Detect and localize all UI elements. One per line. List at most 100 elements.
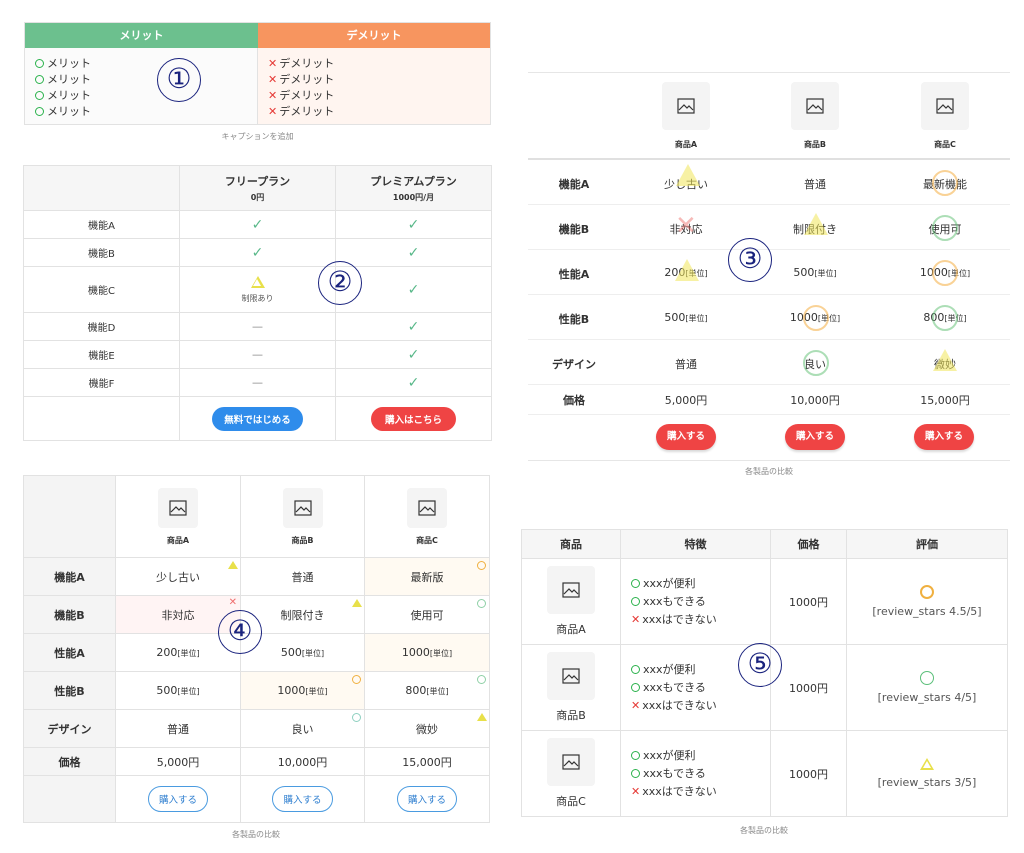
table-caption: 各製品の比較 bbox=[740, 826, 788, 835]
demerit-item: ✕ デメリット bbox=[268, 73, 335, 86]
circle-mark bbox=[803, 350, 829, 376]
section-number-3: ③ bbox=[728, 238, 772, 282]
value-cell: 普通 bbox=[115, 709, 241, 748]
circle-mark bbox=[932, 215, 958, 241]
cross-icon: ✕ bbox=[631, 698, 641, 712]
feature-cell: xxxが便利 xxxもできる ✕ xxxはできない bbox=[620, 558, 771, 645]
circle-mark bbox=[932, 260, 958, 286]
dash-cell: — bbox=[179, 312, 336, 341]
column-header: 評価 bbox=[846, 529, 1008, 559]
triangle-icon bbox=[352, 599, 362, 607]
value-cell: 500[単位] bbox=[115, 671, 241, 710]
row-label: 機能B bbox=[23, 595, 116, 634]
premium-buy-button[interactable]: 購入はこちら bbox=[370, 406, 456, 431]
product-col-a: 商品A bbox=[658, 78, 714, 150]
value-cell: 微妙 bbox=[364, 709, 490, 748]
check-icon: ✓ bbox=[179, 238, 336, 267]
price-cell: 1000円 bbox=[770, 644, 847, 731]
image-placeholder-icon bbox=[547, 738, 595, 786]
demerit-list: ✕ デメリット ✕ デメリット ✕ デメリット ✕ デメリット bbox=[258, 48, 490, 124]
limited-cell: 制限あり bbox=[179, 266, 336, 313]
column-header: 価格 bbox=[770, 529, 847, 559]
plan-header-premium: プレミアムプラン 1000円/月 bbox=[335, 165, 492, 211]
product-col-c: 商品C bbox=[917, 78, 973, 150]
product-cell: 商品A bbox=[521, 558, 621, 645]
product-comparison-table-4: 商品A 商品B 商品C 機能A 少し古い 普通 最新版 機能B 非対応 ✕ 制限付… bbox=[23, 475, 490, 823]
row-label: 機能A bbox=[23, 557, 116, 596]
triangle-icon bbox=[228, 561, 238, 569]
circle-icon bbox=[920, 671, 934, 685]
merit-item: メリット bbox=[35, 88, 257, 104]
circle-icon bbox=[35, 59, 44, 68]
check-icon: ✓ bbox=[179, 210, 336, 239]
comparison-row: 機能B 非対応 制限付き 使用可 ✕ bbox=[528, 205, 1010, 250]
cross-icon: ✕ bbox=[268, 89, 278, 102]
comparison-row: 価格 5,000円 10,000円 15,000円 bbox=[528, 385, 1010, 415]
check-icon: ✓ bbox=[335, 340, 492, 369]
image-placeholder-icon bbox=[407, 487, 447, 528]
section-number-2: ② bbox=[318, 261, 362, 305]
merit-list: メリット メリット メリット メリット bbox=[25, 48, 258, 124]
buy-button-c[interactable]: 購入する bbox=[396, 786, 457, 812]
circle-icon bbox=[352, 713, 361, 722]
product-header-c: 商品C bbox=[364, 475, 490, 558]
circle-icon bbox=[35, 91, 44, 100]
merit-item: メリット bbox=[35, 104, 257, 120]
value-cell: 最新版 bbox=[364, 557, 490, 596]
corner-cell bbox=[23, 165, 180, 211]
feature-label: 機能D bbox=[23, 312, 180, 341]
value-cell: 少し古い bbox=[115, 557, 241, 596]
feature-label: 機能E bbox=[23, 340, 180, 369]
value-cell: 1000[単位] bbox=[364, 633, 490, 672]
check-icon: ✓ bbox=[335, 312, 492, 341]
buy-button-b[interactable]: 購入する bbox=[272, 786, 333, 812]
circle-icon bbox=[35, 75, 44, 84]
triangle-icon bbox=[250, 275, 265, 288]
image-placeholder-icon bbox=[662, 82, 710, 130]
demerit-item: ✕ デメリット bbox=[268, 57, 335, 70]
image-placeholder-icon bbox=[158, 487, 198, 528]
free-start-button[interactable]: 無料ではじめる bbox=[212, 406, 303, 431]
circle-icon bbox=[631, 750, 640, 760]
circle-icon bbox=[35, 107, 44, 116]
empty-cell bbox=[23, 396, 180, 441]
empty-cell bbox=[23, 775, 116, 823]
buy-button-a[interactable]: 購入する bbox=[147, 786, 208, 812]
table-caption[interactable]: キャプションを追加 bbox=[221, 132, 294, 141]
comparison-row: デザイン 普通 良い 微妙 bbox=[528, 340, 1010, 385]
triangle-icon bbox=[920, 758, 934, 770]
dash-cell: — bbox=[179, 368, 336, 397]
product-cell: 商品C bbox=[521, 730, 621, 817]
cross-icon: ✕ bbox=[268, 105, 278, 118]
cross-icon: ✕ bbox=[631, 612, 641, 626]
circle-icon bbox=[631, 768, 640, 778]
circle-icon bbox=[477, 561, 486, 570]
feature-label: 機能C bbox=[23, 266, 180, 313]
circle-icon bbox=[631, 578, 640, 588]
product-col-b: 商品B bbox=[787, 78, 843, 150]
circle-icon bbox=[631, 596, 640, 606]
value-cell: 5,000円 bbox=[115, 747, 241, 776]
buy-button-a[interactable]: 購入する bbox=[656, 424, 716, 450]
check-icon: ✓ bbox=[335, 368, 492, 397]
column-header: 特徴 bbox=[620, 529, 771, 559]
demerit-item: ✕ デメリット bbox=[268, 105, 335, 118]
merit-header: メリット bbox=[25, 23, 258, 48]
row-label: 性能B bbox=[23, 671, 116, 710]
circle-icon bbox=[477, 675, 486, 684]
comparison-row: 性能A 200[単位] 500[単位] 1000[単位] bbox=[528, 250, 1010, 295]
image-placeholder-icon bbox=[791, 82, 839, 130]
image-placeholder-icon bbox=[282, 487, 323, 528]
cross-icon: ✕ bbox=[268, 57, 278, 70]
merit-item: メリット bbox=[35, 56, 257, 72]
feature-cell: xxxが便利 xxxもできる ✕ xxxはできない bbox=[620, 730, 771, 817]
cross-icon: ✕ bbox=[228, 597, 237, 608]
triangle-mark bbox=[676, 164, 700, 186]
cross-icon: ✕ bbox=[268, 73, 278, 86]
value-cell: 普通 bbox=[240, 557, 365, 596]
buy-button-c[interactable]: 購入する bbox=[914, 424, 974, 450]
cross-mark: ✕ bbox=[675, 211, 697, 241]
rating-cell: [review_stars 4.5/5] bbox=[846, 558, 1008, 645]
buy-button-b[interactable]: 購入する bbox=[785, 424, 845, 450]
value-cell: 15,000円 bbox=[364, 747, 490, 776]
